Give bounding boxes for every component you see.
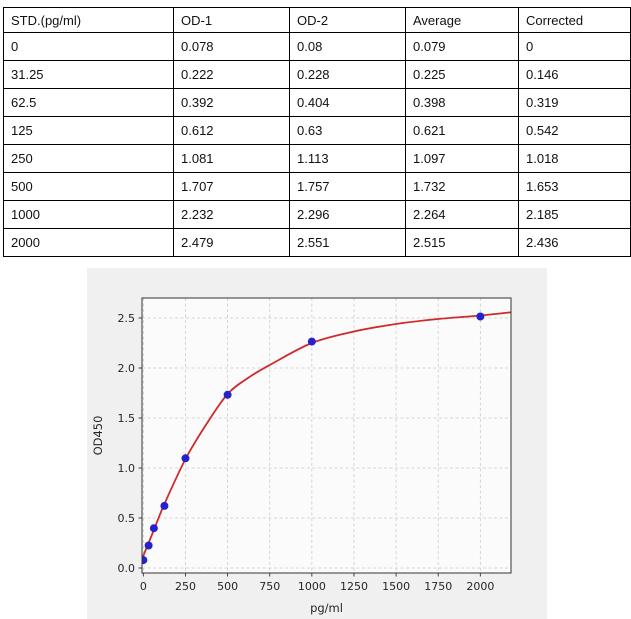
data-point [223,390,232,399]
table-cell: 1.113 [289,144,406,173]
table-cell: 1.097 [405,144,519,173]
table-row: 31.25 0.222 0.228 0.225 0.146 [3,60,631,89]
y-tick-label: 1.0 [118,462,136,475]
column-header: OD-2 [289,7,406,33]
y-tick-label: 0.0 [118,562,136,575]
y-axis-label: OD450 [91,416,105,456]
y-tick-label: 0.5 [118,512,136,525]
table-cell: 0.079 [405,32,519,61]
axes-spines [141,297,512,574]
x-tick-label: 750 [259,580,280,593]
table-cell: 0.392 [173,88,290,117]
table-cell: 1.707 [173,172,290,201]
column-header: OD-1 [173,7,290,33]
table-cell: 0.222 [173,60,290,89]
table-row: 2000 2.479 2.551 2.515 2.436 [3,228,631,257]
table-cell: 31.25 [3,60,174,89]
table-cell: 2000 [3,228,174,257]
plot-area [142,298,511,573]
x-tick-label: 1750 [424,580,452,593]
table-row: 62.5 0.392 0.404 0.398 0.319 [3,88,631,117]
data-point [160,501,169,510]
table-cell: 1.018 [518,144,631,173]
column-header: Corrected [518,7,631,33]
x-tick-label: 1500 [382,580,410,593]
table-cell: 2.436 [518,228,631,257]
table-cell: 0.228 [289,60,406,89]
table-cell: 62.5 [3,88,174,117]
data-point [476,312,485,321]
table-cell: 1000 [3,200,174,229]
y-tick-label: 1.5 [118,412,136,425]
table-row: 1000 2.232 2.296 2.264 2.185 [3,200,631,229]
x-tick-label: 1000 [298,580,326,593]
data-point [142,556,148,565]
table-cell: 0.398 [405,88,519,117]
table-cell: 2.479 [173,228,290,257]
standard-curve-plot: 0 250 500 750 1000 1250 1500 1750 2000 0.0 0.5 1.0 1… [91,297,512,615]
table-row: 250 1.081 1.113 1.097 1.018 [3,144,631,173]
data-point [181,454,190,463]
column-header: STD.(pg/ml) [3,7,174,33]
data-point [307,337,316,346]
table-cell: 1.081 [173,144,290,173]
table-cell: 0.08 [289,32,406,61]
table-cell: 2.232 [173,200,290,229]
data-point [149,524,158,533]
table-cell: 250 [3,144,174,173]
standard-curve-figure: 0 250 500 750 1000 1250 1500 1750 2000 0.0 0.5 1.0 1… [87,268,547,619]
x-tick-label: 250 [175,580,196,593]
table-cell: 0.319 [518,88,631,117]
table-cell: 0.542 [518,116,631,145]
table-cell: 2.264 [405,200,519,229]
table-cell: 0.621 [405,116,519,145]
data-point [144,541,153,550]
table-cell: 2.185 [518,200,631,229]
table-cell: 500 [3,172,174,201]
table-row: 125 0.612 0.63 0.621 0.542 [3,116,631,145]
table-cell: 1.653 [518,172,631,201]
table-cell: 0.63 [289,116,406,145]
y-tick-label: 2.5 [118,312,136,325]
table-cell: 0 [3,32,174,61]
table-header-row: STD.(pg/ml) OD-1 OD-2 Average Corrected [3,7,631,33]
table-cell: 125 [3,116,174,145]
table-cell: 0.078 [173,32,290,61]
column-header: Average [405,7,519,33]
table-cell: 0.612 [173,116,290,145]
table-row: 500 1.707 1.757 1.732 1.653 [3,172,631,201]
x-tick-label: 1250 [340,580,368,593]
table-cell: 1.757 [289,172,406,201]
table-cell: 2.515 [405,228,519,257]
table-cell: 0 [518,32,631,61]
x-axis-label: pg/ml [310,601,343,615]
x-tick-label: 2000 [466,580,494,593]
table-cell: 1.732 [405,172,519,201]
table-cell: 2.296 [289,200,406,229]
table-cell: 0.146 [518,60,631,89]
table-cell: 2.551 [289,228,406,257]
y-tick-label: 2.0 [118,362,136,375]
table-cell: 0.225 [405,60,519,89]
fit-curve [142,311,511,560]
x-tick-label: 0 [140,580,147,593]
standards-table: STD.(pg/ml) OD-1 OD-2 Average Corrected 0 0.0… [3,7,631,257]
x-tick-label: 500 [217,580,238,593]
table-row: 0 0.078 0.08 0.079 0 [3,32,631,61]
table-cell: 0.404 [289,88,406,117]
